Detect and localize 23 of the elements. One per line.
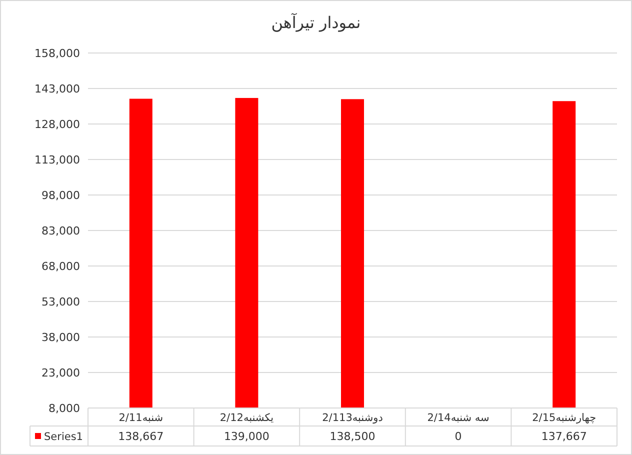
data-label: 139,000 <box>224 430 270 443</box>
y-tick-label: 23,000 <box>42 366 80 380</box>
data-label: 138,667 <box>118 430 164 443</box>
x-tick-label: شنبه2/11 <box>118 412 164 424</box>
y-tick-label: 53,000 <box>42 296 80 308</box>
y-tick-label: 113,000 <box>34 154 80 166</box>
text: 0 <box>454 430 462 443</box>
x-tick-label: یکشنبه2/12 <box>220 412 274 424</box>
y-tick-label: 83,000 <box>42 224 80 238</box>
y-tick-label: 38,000 <box>42 331 80 344</box>
data-label: 137,667 <box>541 430 587 443</box>
x-tick-label: چهارشنبه2/15 <box>532 412 596 424</box>
data-label: 138,500 <box>330 430 376 443</box>
legend-label: Series1 <box>44 431 83 443</box>
y-tick-label: 8,000 <box>48 402 80 415</box>
y-tick-label: 143,000 <box>34 82 80 96</box>
chart-title: نمودار تیرآهن <box>271 12 361 32</box>
y-tick-label: 128,000 <box>34 118 80 131</box>
y-tick-label: 98,000 <box>42 189 80 202</box>
x-tick-label: دوشنبه2/113 <box>322 412 384 424</box>
y-tick-label: 68,000 <box>42 260 80 273</box>
x-tick-label: سه شنبه2/14 <box>427 412 490 424</box>
y-tick-label: 158,000 <box>34 47 80 60</box>
